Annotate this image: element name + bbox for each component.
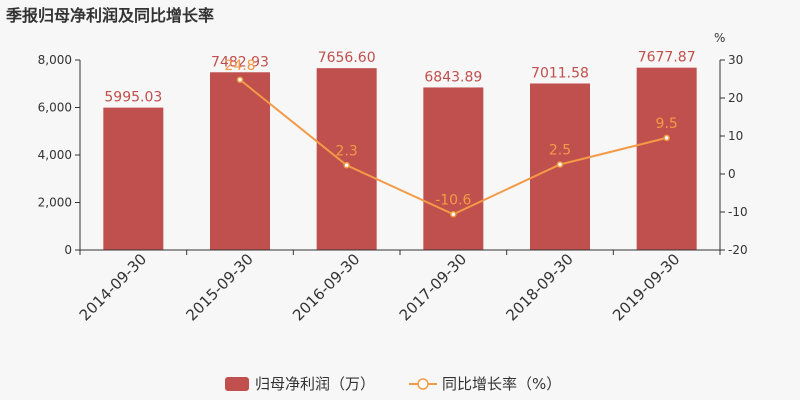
growth-point bbox=[236, 76, 244, 84]
y-left-tick-label: 4,000 bbox=[38, 148, 72, 162]
bar-data-label: 7656.60 bbox=[318, 50, 376, 66]
y-left-tick-label: 0 bbox=[64, 243, 72, 257]
x-tick-label: 2015-09-30 bbox=[182, 250, 256, 324]
bar-data-label: 5995.03 bbox=[104, 90, 162, 106]
bar bbox=[103, 107, 164, 250]
growth-point bbox=[343, 162, 350, 169]
y-right-tick-label: -20 bbox=[728, 243, 748, 257]
x-tick-label: 2016-09-30 bbox=[289, 250, 363, 324]
y-left-tick-label: 6,000 bbox=[38, 101, 72, 115]
legend-bar-swatch bbox=[225, 377, 249, 391]
growth-data-label: 24.8 bbox=[224, 58, 255, 74]
x-tick-label: 2014-09-30 bbox=[76, 250, 150, 324]
bar-data-label: 6843.89 bbox=[424, 69, 482, 85]
x-tick-label: 2019-09-30 bbox=[609, 250, 683, 324]
growth-point bbox=[450, 211, 457, 218]
y-right-tick-label: 20 bbox=[728, 91, 743, 105]
y-right-unit-label: % bbox=[714, 31, 725, 45]
bar bbox=[636, 67, 697, 250]
growth-data-label: 2.5 bbox=[549, 143, 571, 159]
bar bbox=[423, 87, 484, 250]
y-left-tick-label: 8,000 bbox=[38, 53, 72, 67]
y-left-tick-label: 2,000 bbox=[38, 196, 72, 210]
growth-data-label: -10.6 bbox=[435, 192, 471, 208]
growth-point bbox=[556, 161, 564, 168]
y-right-tick-label: 10 bbox=[728, 129, 743, 143]
bar-data-label: 7011.58 bbox=[531, 65, 589, 81]
chart-title: 季报归母净利润及同比增长率 bbox=[6, 6, 215, 25]
bar bbox=[316, 68, 377, 250]
y-right-tick-label: 0 bbox=[728, 167, 736, 181]
growth-point bbox=[663, 134, 670, 142]
legend-line-label: 同比增长率（%） bbox=[442, 375, 561, 393]
growth-data-label: 2.3 bbox=[336, 143, 358, 159]
x-tick-label: 2018-09-30 bbox=[502, 250, 576, 324]
growth-data-label: 9.5 bbox=[656, 116, 678, 132]
x-tick-label: 2017-09-30 bbox=[396, 250, 470, 324]
y-right-tick-label: -10 bbox=[728, 205, 748, 219]
bar bbox=[210, 72, 270, 250]
legend-line-marker bbox=[417, 378, 429, 390]
legend-bar-label: 归母净利润（万） bbox=[255, 375, 375, 393]
bar-data-label: 7677.87 bbox=[638, 50, 696, 66]
bar-data-label: 7482.93 bbox=[211, 54, 269, 70]
y-right-tick-label: 30 bbox=[728, 53, 743, 67]
